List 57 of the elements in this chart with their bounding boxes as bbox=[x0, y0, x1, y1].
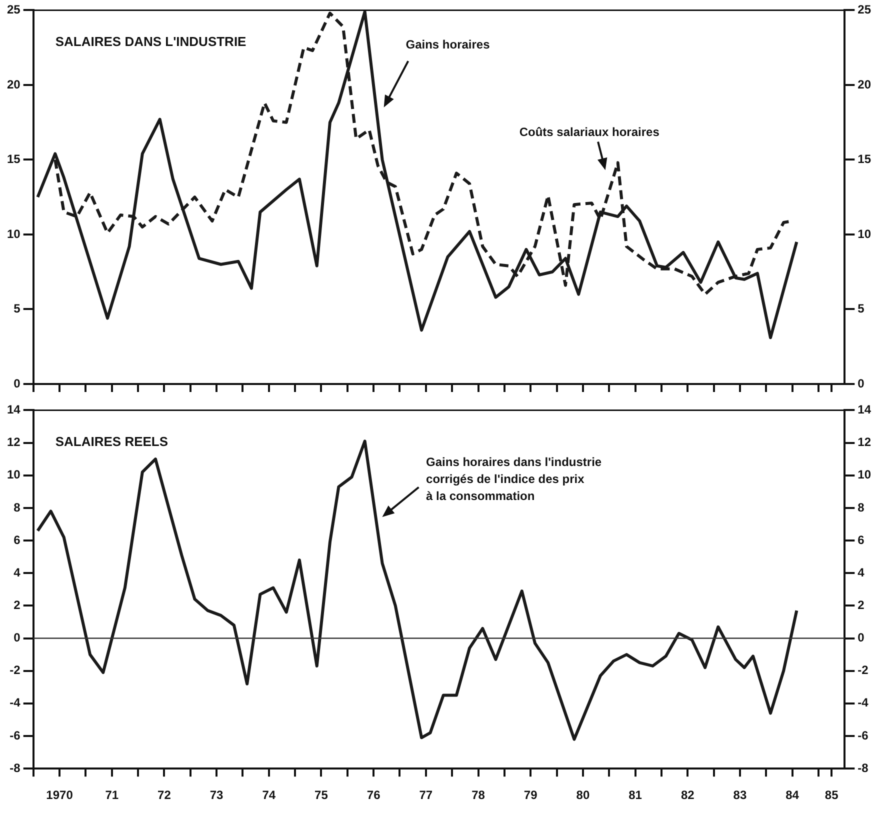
x-tick-label: 72 bbox=[158, 788, 172, 802]
x-tick-label: 77 bbox=[419, 788, 433, 802]
x-tick-label: 75 bbox=[314, 788, 328, 802]
y-tick-label: 0 bbox=[14, 630, 21, 645]
x-tick-label: 78 bbox=[472, 788, 486, 802]
y2-tick-label: 8 bbox=[858, 500, 865, 514]
y-tick-label: -6 bbox=[10, 728, 21, 742]
y-tick-label: 5 bbox=[14, 302, 21, 316]
y2-tick-label: 2 bbox=[858, 598, 865, 612]
x-tick-label: 84 bbox=[786, 788, 800, 802]
text: SALAIRES REELS bbox=[55, 434, 168, 450]
y2-tick-label: 6 bbox=[858, 532, 865, 547]
y2-tick-label: -2 bbox=[858, 663, 869, 678]
y2-tick-label: -8 bbox=[858, 760, 869, 775]
y-tick-label: 6 bbox=[14, 532, 21, 547]
y-tick-label: -2 bbox=[10, 663, 21, 678]
y2-tick-label: 12 bbox=[858, 435, 872, 450]
y-tick-label: 20 bbox=[6, 77, 21, 92]
x-tick-label: 1970 bbox=[46, 788, 74, 802]
y-tick-label: 0 bbox=[14, 376, 21, 390]
x-tick-label: 82 bbox=[680, 788, 695, 802]
y-tick-label: 4 bbox=[14, 565, 21, 580]
y2-tick-label: 14 bbox=[858, 402, 872, 417]
y2-tick-label: 5 bbox=[858, 302, 865, 316]
y2-tick-label: 15 bbox=[858, 152, 872, 166]
y2-tick-label: 0 bbox=[858, 630, 865, 645]
y2-tick-label: 10 bbox=[858, 468, 872, 482]
x-tick-label: 80 bbox=[576, 788, 590, 802]
y2-tick-label: 0 bbox=[858, 376, 865, 390]
y2-tick-label: 4 bbox=[858, 565, 865, 580]
annotation: Gains horaires bbox=[406, 38, 490, 52]
y-tick-label: 8 bbox=[14, 500, 21, 514]
y-tick-label: -8 bbox=[10, 760, 21, 775]
y2-tick-label: 20 bbox=[858, 77, 872, 92]
y-tick-label: 12 bbox=[6, 435, 21, 450]
annotation: Coûts salariaux horaires bbox=[519, 124, 660, 139]
y2-tick-label: -6 bbox=[858, 728, 869, 742]
y2-tick-label: 10 bbox=[858, 226, 872, 241]
y-tick-label: 10 bbox=[6, 226, 21, 241]
y-tick-label: 10 bbox=[6, 468, 21, 482]
x-tick-label: 71 bbox=[105, 788, 119, 802]
y2-tick-label: -4 bbox=[858, 696, 869, 710]
y-tick-label: 2 bbox=[14, 598, 21, 612]
x-tick-label: 79 bbox=[524, 788, 538, 802]
y-tick-label: 15 bbox=[6, 152, 21, 166]
x-tick-label: 81 bbox=[628, 788, 642, 802]
y-tick-label: 14 bbox=[6, 402, 21, 417]
x-tick-label: 73 bbox=[210, 788, 224, 802]
x-tick-label: 76 bbox=[366, 788, 381, 802]
x-tick-label: 83 bbox=[733, 788, 747, 802]
y-tick-label: 25 bbox=[6, 2, 21, 17]
text: SALAIRES DANS L'INDUSTRIE bbox=[55, 34, 247, 50]
x-tick-label: 85 bbox=[824, 788, 839, 802]
annotation: Gains horaires dans l'industrie corrigés de l'indice des prix à la consommation bbox=[426, 454, 602, 503]
x-tick-label: 74 bbox=[262, 788, 276, 802]
y-tick-label: -4 bbox=[10, 696, 21, 710]
y2-tick-label: 25 bbox=[858, 2, 872, 17]
